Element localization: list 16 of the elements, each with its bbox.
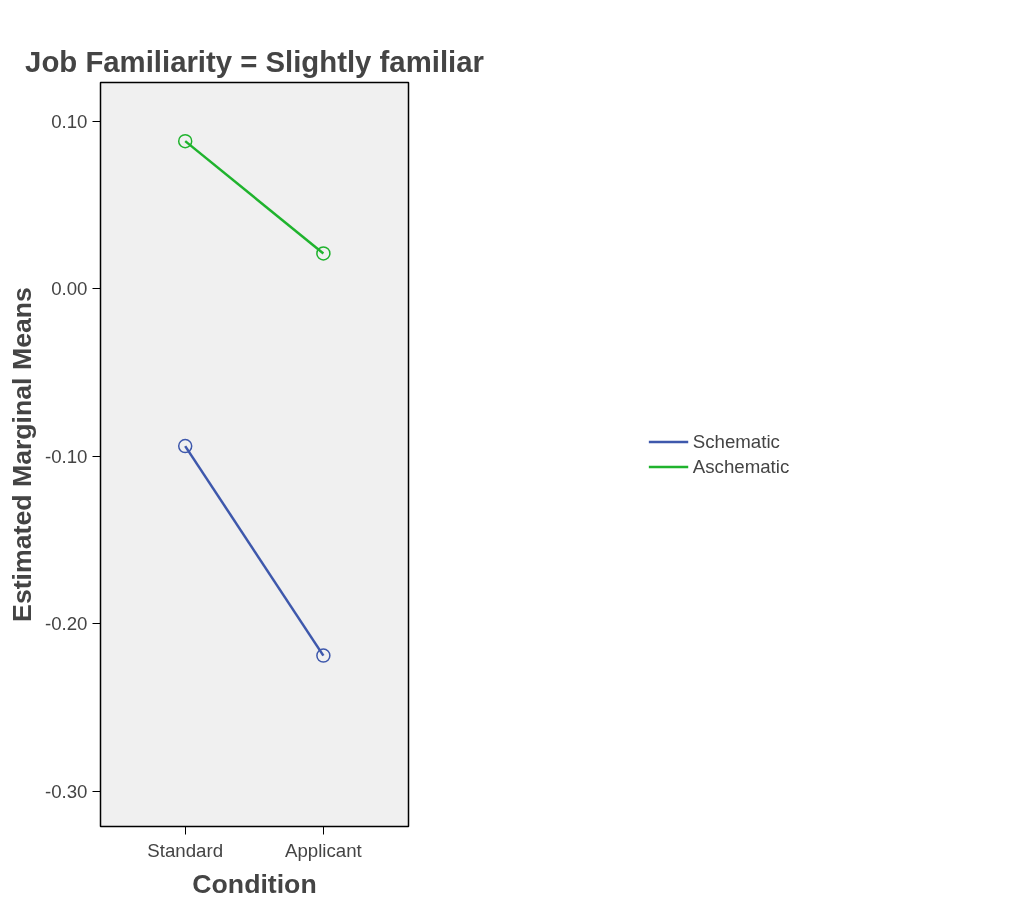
point	[177, 133, 193, 149]
y-tick-label: -0.30	[44, 780, 88, 802]
legend-label: Schematic	[692, 430, 780, 453]
y-tick-label: 0.10	[51, 110, 88, 132]
y-tick-label: 0.00	[51, 278, 88, 300]
y-tick-label: -0.10	[44, 445, 88, 467]
x-tick-label: Standard	[147, 839, 224, 861]
point	[316, 648, 331, 663]
chart-title: Job Familiarity = Slightly familiar	[25, 44, 484, 78]
x-tick-label: Applicant	[285, 839, 363, 861]
y-tick-label: -0.20	[44, 613, 88, 635]
point	[316, 246, 331, 261]
x-axis-title: Condition	[192, 868, 317, 899]
point	[177, 438, 193, 454]
y-axis-title: Estimated Marginal Means	[6, 287, 37, 622]
legend-label: Aschematic	[692, 455, 790, 478]
